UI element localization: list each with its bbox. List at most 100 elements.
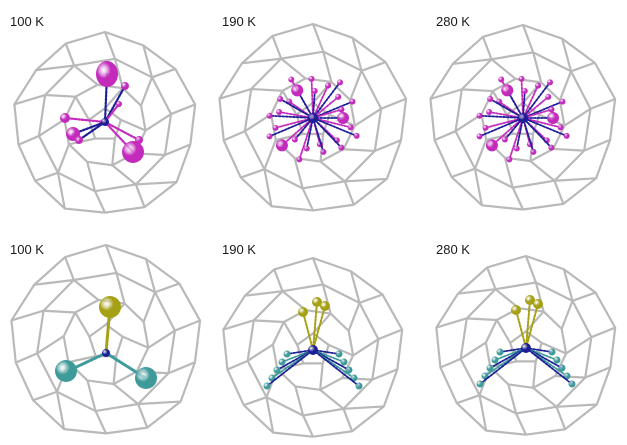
magenta-atom [303, 145, 310, 152]
panel-label-top-280k: 280 K [436, 14, 470, 29]
yellow-atom [312, 297, 322, 307]
magenta-atom [535, 82, 542, 89]
magenta-atom [60, 113, 70, 123]
magenta-atom [291, 136, 298, 143]
panel-label-top-190k: 190 K [222, 14, 256, 29]
magenta-atom [320, 148, 327, 155]
magenta-atom [563, 132, 570, 139]
magenta-atom [548, 106, 555, 113]
magenta-atom [547, 79, 554, 86]
magenta-atom [349, 98, 356, 105]
magenta-atom [559, 98, 566, 105]
teal-atom [568, 380, 576, 388]
fullerene-cage-bottom-190k [222, 256, 404, 438]
teal-atom [278, 358, 286, 366]
yellow-atom [298, 307, 308, 317]
teal-atom [491, 356, 499, 364]
magenta-atom [337, 112, 349, 124]
fullerene-cage-top-100k [13, 30, 197, 214]
teal-atom [548, 348, 556, 356]
panel-label-bottom-190k: 190 K [222, 242, 256, 257]
yellow-atom [511, 305, 521, 315]
yellow-atom [533, 299, 543, 309]
magenta-atom [487, 96, 494, 103]
panel-bottom-190k: 190 K [222, 242, 404, 438]
magenta-atom [338, 144, 345, 151]
magenta-atom [296, 156, 303, 163]
teal-atom [558, 364, 566, 372]
magenta-atom [122, 141, 144, 163]
magenta-atom [337, 79, 344, 86]
teal-atom [496, 348, 504, 356]
magenta-atom [501, 136, 508, 143]
magenta-atom [476, 112, 483, 119]
magenta-atom [121, 82, 129, 90]
magenta-atom [498, 76, 505, 83]
panel-top-100k: 100 K [10, 14, 197, 214]
teal-atom [283, 350, 291, 358]
magenta-atom [486, 109, 493, 116]
teal-atom [55, 360, 77, 382]
magenta-atom [530, 148, 537, 155]
teal-atom [135, 367, 157, 389]
teal-atom [263, 382, 271, 390]
teal-atom [335, 350, 343, 358]
molecule-bottom-190k [263, 297, 363, 390]
teal-atom [273, 366, 281, 374]
panel-bottom-100k: 100 K [10, 242, 202, 435]
molecule-top-280k [476, 75, 570, 163]
magenta-atom [476, 133, 483, 140]
center-atom [518, 113, 528, 123]
magenta-atom [266, 112, 273, 119]
center-atom [102, 349, 110, 357]
magenta-atom [116, 101, 122, 107]
magenta-atom [288, 76, 295, 83]
panel-bottom-280k: 280 K [435, 242, 617, 436]
magenta-atom [266, 133, 273, 140]
magenta-atom [521, 88, 528, 95]
magenta-atom [96, 61, 118, 87]
magenta-atom [547, 112, 559, 124]
molecule-bottom-100k [55, 296, 157, 389]
panel-label-bottom-100k: 100 K [10, 242, 44, 257]
panel-top-280k: 280 K [429, 14, 617, 211]
magenta-atom [518, 75, 525, 82]
teal-atom [345, 366, 353, 374]
panel-top-190k: 190 K [218, 14, 408, 212]
center-atom [308, 345, 318, 355]
fullerene-cage-bottom-100k [10, 243, 202, 435]
magenta-atom [545, 93, 552, 100]
magenta-atom [482, 124, 489, 131]
magenta-atom [557, 124, 564, 131]
teal-atom [486, 364, 494, 372]
molecule-top-190k [266, 75, 360, 163]
teal-atom [340, 358, 348, 366]
magenta-atom [501, 84, 514, 97]
magenta-atom [548, 144, 555, 151]
magenta-atom [506, 156, 513, 163]
molecule-bottom-280k [476, 295, 576, 388]
teal-atom [355, 382, 363, 390]
magenta-atom [75, 136, 83, 144]
magenta-atom [513, 145, 520, 152]
magenta-atom [276, 109, 283, 116]
magenta-atom [347, 124, 354, 131]
magenta-atom [338, 106, 345, 113]
magenta-atom [308, 75, 315, 82]
magenta-atom [277, 96, 284, 103]
teal-atom [476, 380, 484, 388]
magenta-atom [135, 136, 143, 144]
teal-atom [553, 356, 561, 364]
panel-label-bottom-280k: 280 K [436, 242, 470, 257]
magenta-atom [311, 88, 318, 95]
center-atom [308, 113, 318, 123]
yellow-atom [320, 301, 330, 311]
magenta-atom [353, 132, 360, 139]
molecule-top-100k [60, 61, 144, 163]
magenta-atom [485, 139, 498, 152]
magenta-atom [291, 84, 304, 97]
yellow-atom [525, 295, 535, 305]
fullerene-cage-bottom-280k [435, 254, 617, 436]
magenta-atom [325, 82, 332, 89]
